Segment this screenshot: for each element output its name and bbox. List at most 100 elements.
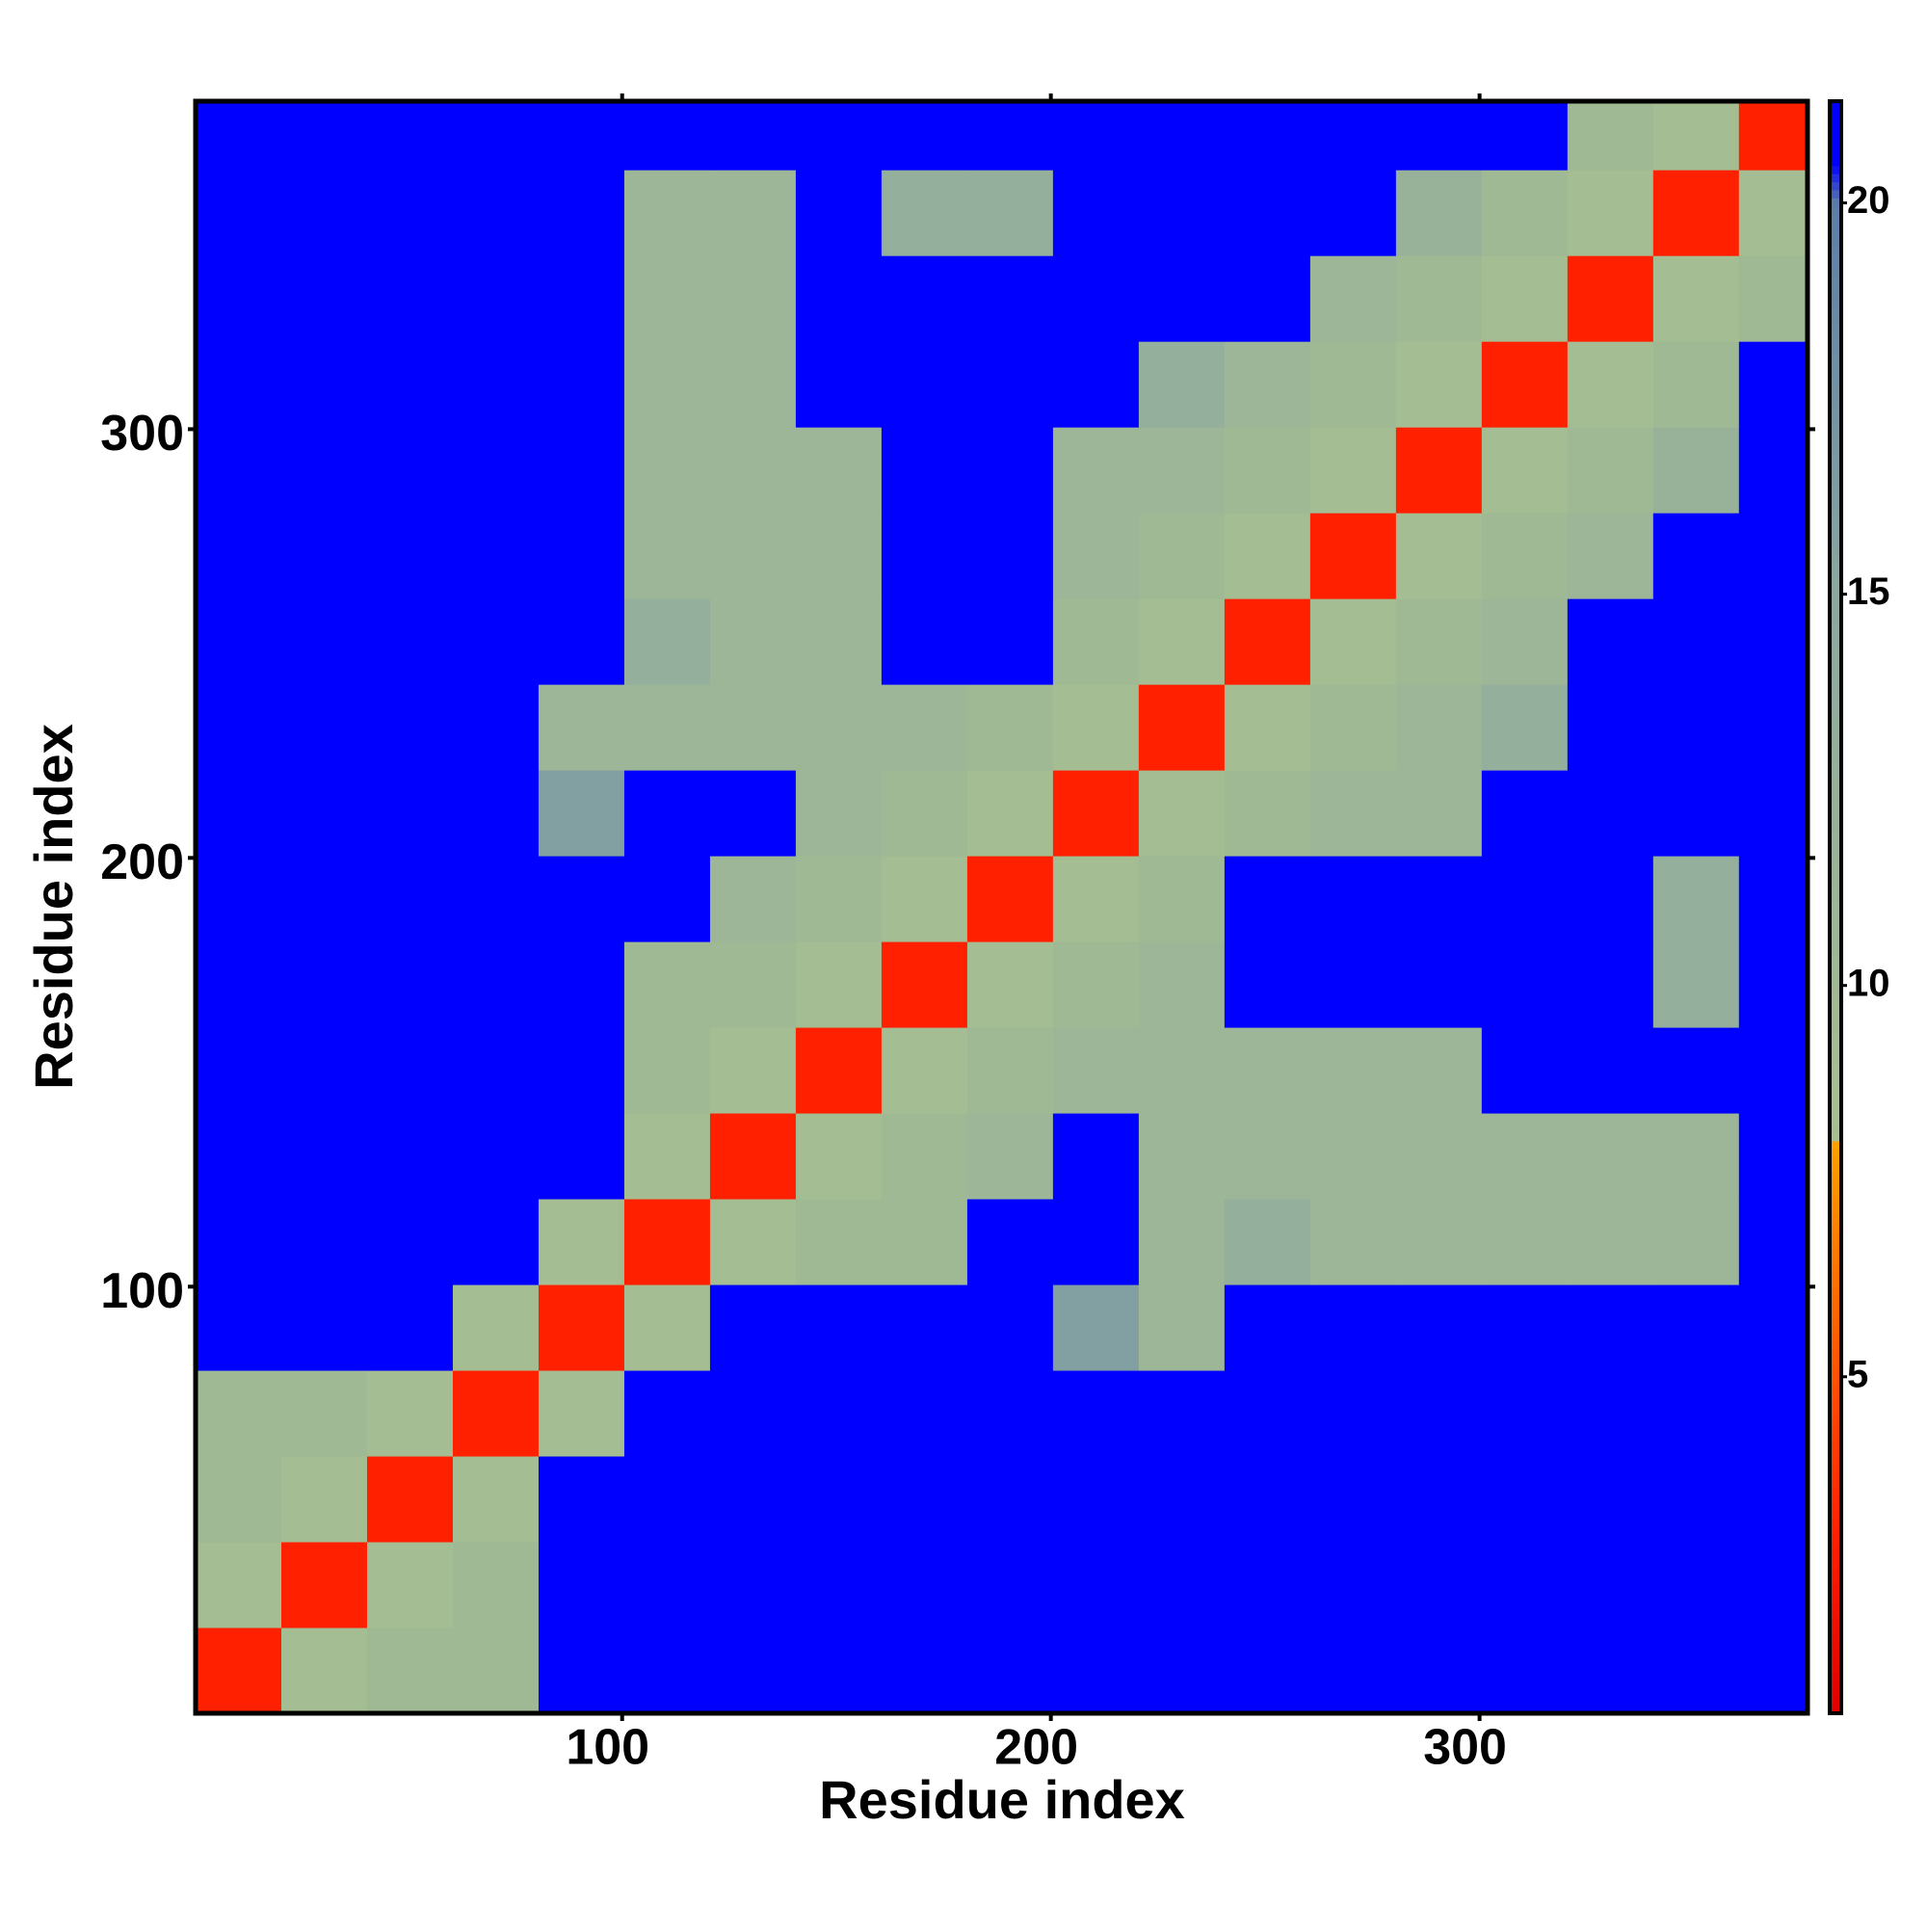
- heatmap-cell: [1138, 941, 1226, 1028]
- heatmap-cell: [196, 1628, 282, 1714]
- heatmap-cell: [1567, 341, 1654, 428]
- colorbar-segment: [1830, 1705, 1841, 1714]
- heatmap-cell: [196, 341, 282, 428]
- heatmap-cell: [881, 856, 968, 942]
- heatmap-cell: [452, 1628, 540, 1714]
- colorbar-segment: [1830, 746, 1841, 755]
- heatmap-cell: [623, 1284, 711, 1371]
- heatmap-cell: [1481, 1027, 1569, 1114]
- heatmap-cell: [966, 684, 1054, 771]
- heatmap-cell: [538, 341, 625, 428]
- heatmap-cell: [280, 1628, 368, 1714]
- heatmap-cell: [623, 684, 711, 771]
- heatmap-cell: [1481, 513, 1569, 599]
- heatmap-cell: [709, 1199, 797, 1285]
- colorbar-segment: [1830, 1003, 1841, 1013]
- colorbar-segment: [1830, 1358, 1841, 1367]
- colorbar-segment: [1830, 399, 1841, 409]
- colorbar-segment: [1830, 544, 1841, 553]
- heatmap-cell: [1395, 1370, 1483, 1457]
- heatmap-cell: [196, 427, 282, 514]
- colorbar-segment: [1830, 456, 1841, 464]
- heatmap-cell: [623, 1370, 711, 1457]
- heatmap-cell: [1138, 1542, 1226, 1628]
- colorbar-segment: [1830, 1302, 1841, 1311]
- heatmap-cell: [1738, 684, 1808, 771]
- heatmap-cell: [366, 1456, 454, 1543]
- colorbar-segment: [1830, 778, 1841, 787]
- heatmap-cell: [1738, 1027, 1808, 1114]
- colorbar-segment: [1830, 883, 1841, 892]
- heatmap-cell: [1481, 770, 1569, 857]
- heatmap-cell: [709, 1370, 797, 1457]
- heatmap-cell: [1052, 770, 1140, 857]
- heatmap-cell: [1481, 1199, 1569, 1285]
- heatmap-cell: [709, 941, 797, 1028]
- heatmap-cell: [1652, 255, 1740, 342]
- colorbar-segment: [1830, 673, 1841, 682]
- heatmap-cell: [452, 1456, 540, 1543]
- heatmap-cell: [1652, 684, 1740, 771]
- colorbar-segment: [1830, 1390, 1841, 1400]
- heatmap-cell: [1738, 1628, 1808, 1714]
- colorbar-segment: [1830, 754, 1841, 763]
- heatmap-cell: [623, 1542, 711, 1628]
- colorbar-segment: [1830, 1431, 1841, 1441]
- heatmap-cell: [280, 1199, 368, 1285]
- colorbar-segment: [1830, 850, 1841, 860]
- colorbar-segment: [1830, 165, 1841, 174]
- heatmap-cell: [538, 684, 625, 771]
- heatmap-cell: [1224, 941, 1311, 1028]
- heatmap-cell: [1138, 341, 1226, 428]
- colorbar-segment: [1830, 1415, 1841, 1424]
- heatmap-cell: [795, 170, 883, 256]
- colorbar-segment: [1830, 1237, 1841, 1247]
- heatmap-cell: [538, 1628, 625, 1714]
- heatmap-cell: [1567, 1628, 1654, 1714]
- heatmap-cell: [1395, 341, 1483, 428]
- heatmap-cell: [196, 770, 282, 857]
- colorbar-segment: [1830, 1060, 1841, 1070]
- heatmap-cell: [1052, 941, 1140, 1028]
- heatmap-cell: [1652, 1370, 1740, 1457]
- colorbar-segment: [1830, 1036, 1841, 1045]
- heatmap-cell: [709, 1113, 797, 1200]
- colorbar-segment: [1830, 1068, 1841, 1077]
- heatmap-cell: [1138, 513, 1226, 599]
- colorbar-segment: [1830, 1624, 1841, 1633]
- heatmap-cell: [1138, 1199, 1226, 1285]
- heatmap-cell: [1052, 341, 1140, 428]
- heatmap-cell: [881, 1456, 968, 1543]
- colorbar-segment: [1830, 125, 1841, 134]
- heatmap-cell: [623, 341, 711, 428]
- heatmap-cell: [366, 598, 454, 685]
- heatmap-cell: [538, 170, 625, 256]
- heatmap-cell: [1052, 598, 1140, 685]
- colorbar-segment: [1830, 101, 1841, 110]
- colorbar-segment: [1830, 1503, 1841, 1513]
- colorbar-segment: [1830, 552, 1841, 562]
- heatmap-cell: [966, 427, 1054, 514]
- colorbar-segment: [1830, 1141, 1841, 1150]
- heatmap-cell: [1138, 684, 1226, 771]
- heatmap-cell: [280, 255, 368, 342]
- heatmap-cell: [795, 255, 883, 342]
- heatmap-cell: [1481, 1456, 1569, 1543]
- heatmap-cell: [1138, 170, 1226, 256]
- heatmap-cell: [1309, 598, 1397, 685]
- colorbar-segment: [1830, 1535, 1841, 1545]
- colorbar-segment: [1830, 1366, 1841, 1376]
- heatmap-cell: [1224, 101, 1311, 171]
- heatmap-cell: [1052, 513, 1140, 599]
- colorbar-segment: [1830, 229, 1841, 239]
- heatmap-cell: [709, 1456, 797, 1543]
- heatmap-cell: [1481, 684, 1569, 771]
- heatmap-cell: [1738, 1199, 1808, 1285]
- heatmap-cell: [1567, 513, 1654, 599]
- heatmap-cell: [1224, 1456, 1311, 1543]
- heatmap-cell: [795, 941, 883, 1028]
- colorbar-segment: [1830, 794, 1841, 804]
- heatmap-cell: [1567, 856, 1654, 942]
- heatmap-cell: [280, 513, 368, 599]
- heatmap-cell: [1395, 101, 1483, 171]
